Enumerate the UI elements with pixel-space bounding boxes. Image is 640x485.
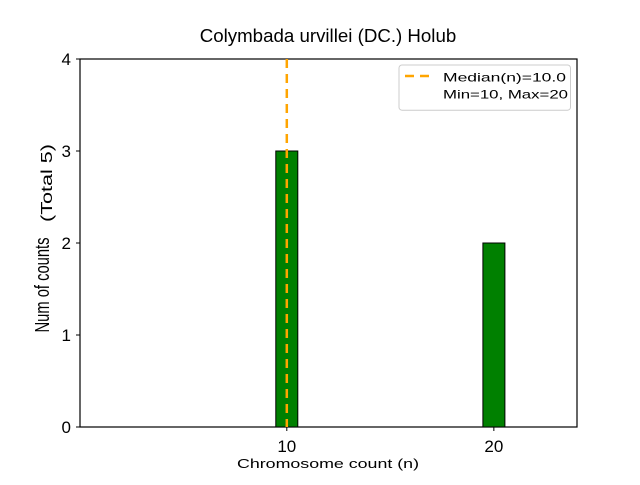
svg-text:Colymbada urvillei (DC.) Holub: Colymbada urvillei (DC.) Holub — [200, 25, 457, 46]
svg-text:2: 2 — [62, 234, 71, 253]
svg-text:10: 10 — [277, 437, 296, 456]
svg-text:1: 1 — [62, 326, 71, 345]
svg-text:Num of counts: Num of counts — [32, 238, 54, 333]
svg-text:20: 20 — [484, 437, 503, 456]
svg-text:Chromosome count (n): Chromosome count (n) — [237, 456, 419, 471]
svg-text:3: 3 — [62, 142, 71, 161]
svg-text:4: 4 — [62, 50, 71, 69]
svg-text:Min=10, Max=20: Min=10, Max=20 — [443, 87, 568, 101]
svg-text:Median(n)=10.0: Median(n)=10.0 — [443, 70, 566, 84]
svg-text:(Total 5): (Total 5) — [39, 144, 56, 222]
svg-text:0: 0 — [62, 418, 71, 437]
